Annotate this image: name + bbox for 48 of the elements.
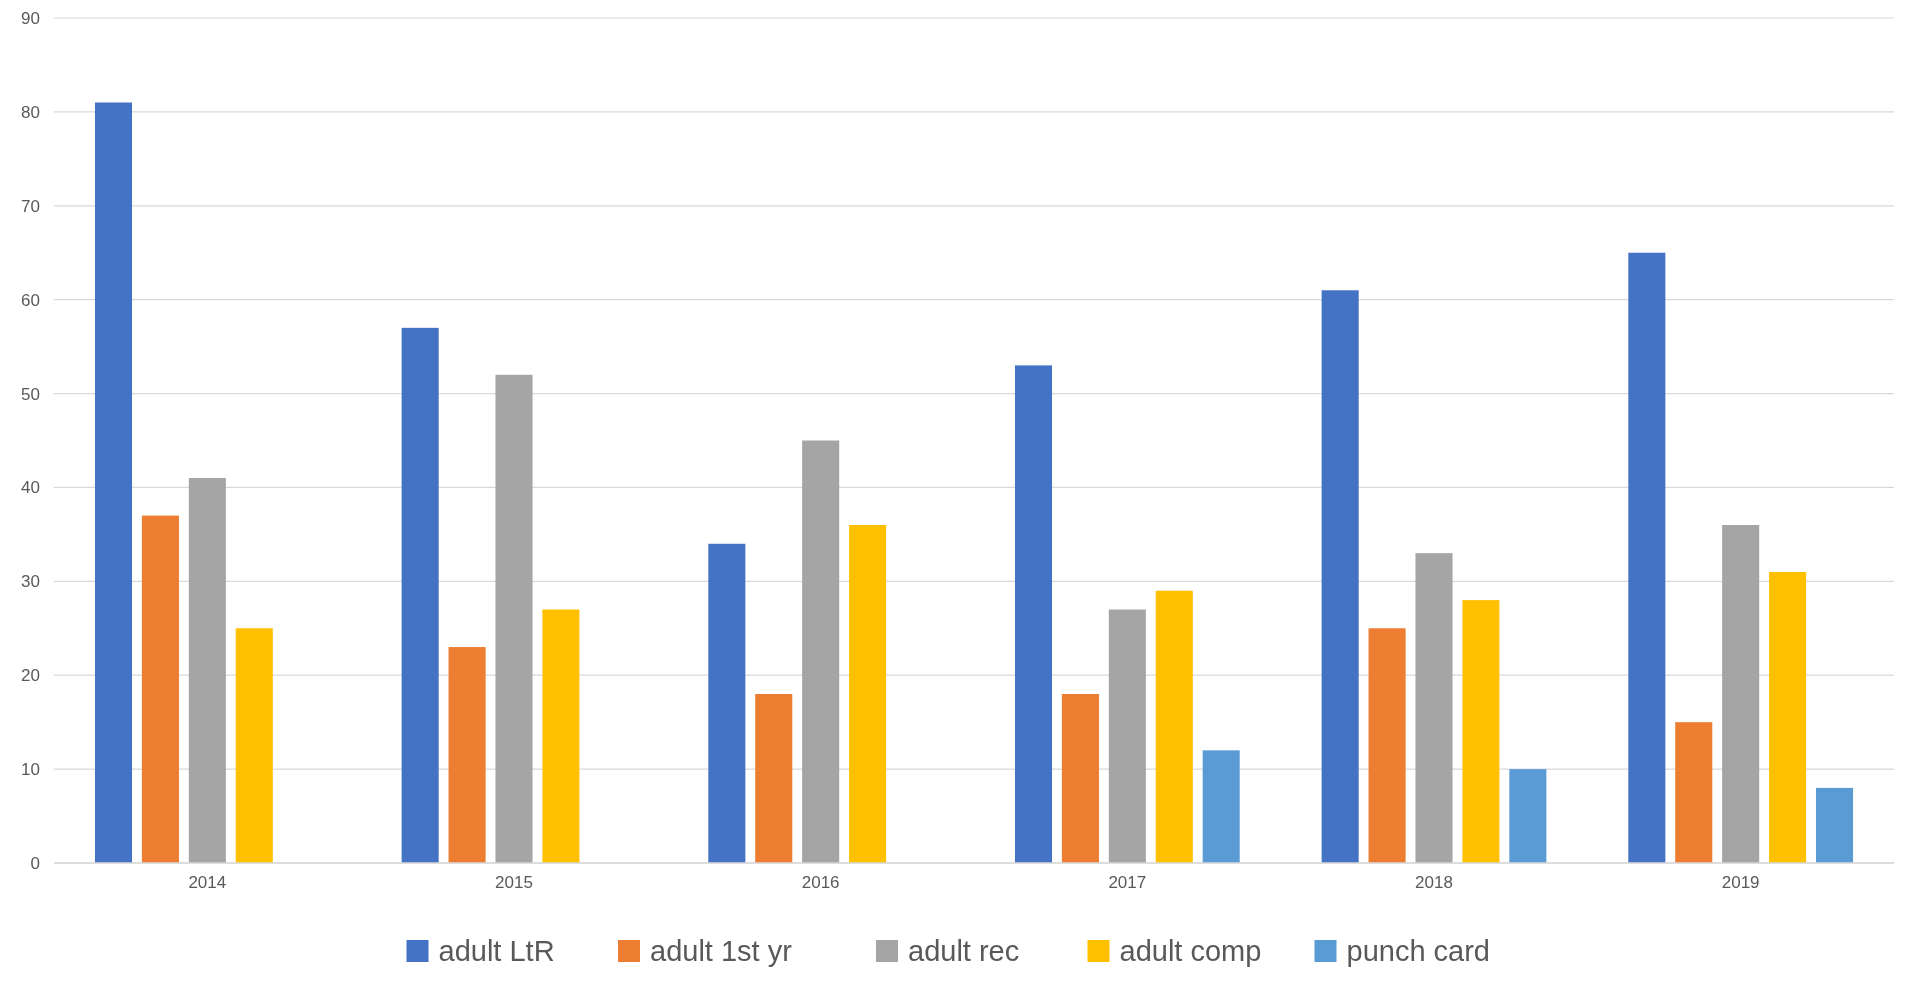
bar <box>94 102 133 863</box>
y-tick-label: 10 <box>21 760 40 780</box>
x-tick-label: 2019 <box>1721 873 1760 892</box>
y-tick-label: 90 <box>21 8 40 28</box>
y-tick-label: 80 <box>21 102 40 122</box>
bar <box>1509 769 1547 863</box>
bar <box>188 478 226 863</box>
legend-label: adult rec <box>908 935 1020 968</box>
bar <box>1321 290 1359 863</box>
legend-label: punch card <box>1346 935 1490 968</box>
bar <box>755 694 793 863</box>
bar <box>708 543 746 863</box>
x-tick-label: 2018 <box>1415 873 1453 892</box>
bar <box>401 327 439 863</box>
bar <box>1462 600 1500 863</box>
x-tick-label: 2015 <box>495 873 533 892</box>
bar <box>1815 787 1854 863</box>
x-tick-label: 2016 <box>801 873 840 892</box>
y-tick-label: 20 <box>21 666 40 686</box>
legend-label: adult LtR <box>438 935 555 968</box>
x-tick-label: 2014 <box>188 873 227 892</box>
bar <box>495 374 533 863</box>
bar <box>448 647 486 863</box>
bar <box>1014 365 1053 863</box>
bar <box>542 609 580 863</box>
bar <box>802 440 840 863</box>
y-tick-label: 30 <box>21 572 40 592</box>
bar <box>1722 525 1760 863</box>
y-tick-label: 60 <box>21 290 40 310</box>
bar <box>1202 750 1240 863</box>
bar <box>141 515 179 863</box>
bar <box>1628 252 1666 863</box>
bar <box>1415 553 1453 863</box>
y-tick-label: 40 <box>21 478 40 498</box>
bar <box>849 525 887 863</box>
bar <box>1061 694 1099 863</box>
bar <box>1368 628 1406 863</box>
bar <box>1769 571 1807 863</box>
bar <box>1675 722 1713 863</box>
bar <box>235 628 273 863</box>
x-tick-label: 2017 <box>1108 873 1147 892</box>
y-tick-label: 0 <box>30 853 40 873</box>
bar <box>1155 590 1193 863</box>
legend-label: adult comp <box>1119 935 1262 968</box>
y-tick-label: 70 <box>21 196 40 216</box>
y-tick-label: 50 <box>21 384 40 404</box>
bar <box>1108 609 1146 863</box>
legend-label: adult 1st yr <box>650 935 793 968</box>
